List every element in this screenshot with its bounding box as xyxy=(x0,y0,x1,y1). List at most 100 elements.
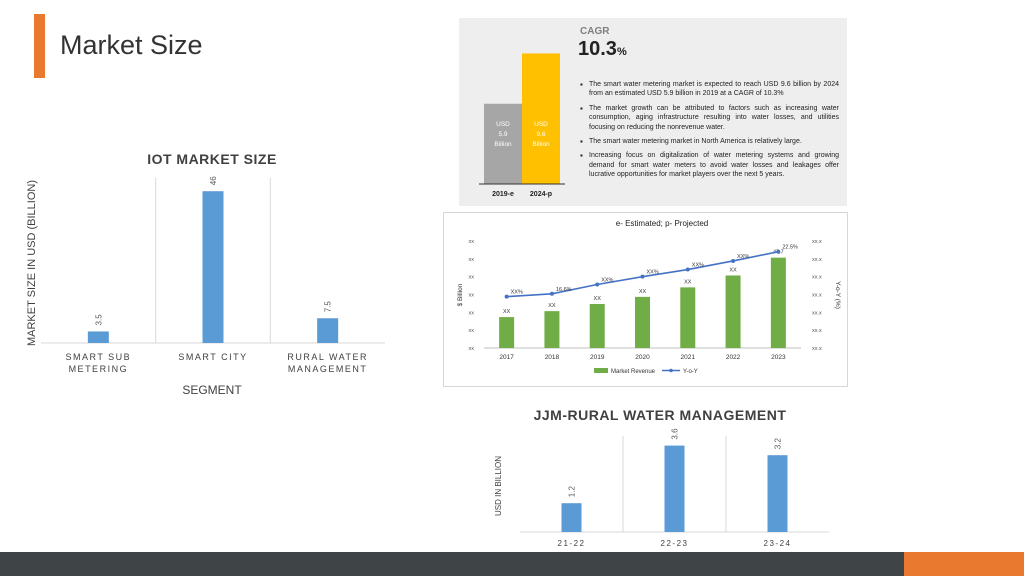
bar xyxy=(544,311,560,348)
bar xyxy=(680,287,696,348)
category-label: METERING xyxy=(69,364,129,374)
bar-data-label: XX xyxy=(594,296,602,302)
yoy-data-label: XX% xyxy=(511,290,523,296)
y2-tick-label: xx.x xyxy=(812,239,822,245)
bar xyxy=(484,103,522,184)
category-label: SMART CITY xyxy=(178,352,247,362)
category-label: 22-23 xyxy=(661,539,689,548)
legend-swatch-revenue xyxy=(594,368,608,373)
data-label: 3.5 xyxy=(94,314,103,326)
bar xyxy=(770,257,786,348)
cagr-bullet: Increasing focus on digitalization of wa… xyxy=(580,151,839,179)
data-label: 7.5 xyxy=(324,301,333,313)
market-projection-chart: e- Estimated; p- Projected xx xx xx xx xx xx xx… xyxy=(457,219,841,375)
y-tick-label: xx xyxy=(469,328,475,334)
cagr-bullet: The market growth can be attributed to f… xyxy=(580,104,839,132)
page-title: Market Size xyxy=(60,30,203,60)
cagr-bullet: The smart water metering market is expec… xyxy=(580,80,839,99)
x-tick-label: 2022 xyxy=(726,354,741,361)
bar-data-label: XX xyxy=(503,309,511,315)
category-label: 23-24 xyxy=(764,539,792,548)
yoy-point xyxy=(504,294,509,299)
x-tick-label: 2019 xyxy=(590,354,605,361)
y-axis-label: MARKET SIZE IN USD (BILLION) xyxy=(26,180,38,346)
bar xyxy=(664,445,685,532)
bar xyxy=(561,503,582,532)
projection-panel: e- Estimated; p- Projected xx xx xx xx xx xx xx… xyxy=(443,212,848,387)
bar xyxy=(317,318,339,343)
yoy-point xyxy=(776,249,781,254)
y2-tick-label: xx.x xyxy=(812,293,822,299)
bar xyxy=(767,455,788,532)
title-accent-bar xyxy=(34,14,45,78)
yoy-point xyxy=(549,291,554,296)
category-label: MANAGEMENT xyxy=(288,364,368,374)
yoy-data-label: 22.5% xyxy=(782,245,798,251)
y-axis-label: USD IN BILLION xyxy=(494,456,503,516)
footer-bar xyxy=(0,552,904,576)
bar-data-label: XX xyxy=(639,289,647,295)
y-tick-label: xx xyxy=(469,310,475,316)
bar xyxy=(725,275,741,348)
bar xyxy=(589,304,605,348)
data-label: 46 xyxy=(209,176,218,185)
yoy-point xyxy=(685,267,690,272)
y-tick-label: xx xyxy=(469,257,475,263)
bar xyxy=(202,191,224,343)
legend-label-revenue: Market Revenue xyxy=(611,369,656,375)
y-axis-label: $ Billion xyxy=(457,283,464,306)
yoy-data-label: 16.6% xyxy=(556,287,572,293)
chart-title: IOT MARKET SIZE xyxy=(147,151,277,167)
chart-title: e- Estimated; p- Projected xyxy=(616,219,708,228)
category-label: 21-22 xyxy=(558,539,586,548)
y2-axis-label: Y-o-Y (%) xyxy=(834,281,841,309)
bar-label: USD xyxy=(534,121,548,128)
bar xyxy=(87,331,109,343)
bar-label: 9.6 xyxy=(536,131,545,138)
category-label: 2019-e xyxy=(492,191,514,198)
yoy-data-label: XX% xyxy=(737,254,749,260)
y-tick-label: xx xyxy=(469,275,475,281)
x-axis-label: SEGMENT xyxy=(182,383,242,397)
bar-label: Billion xyxy=(494,141,512,148)
y2-tick-label: xx.x xyxy=(812,328,822,334)
y-tick-label: xx xyxy=(469,293,475,299)
y-tick-label: xx xyxy=(469,346,475,352)
bar-data-label: XX xyxy=(684,279,692,285)
x-tick-label: 2017 xyxy=(499,354,514,361)
cagr-bar-chart: USD 5.9 Billion 2019-e USD 9.6 Billion 2024-p xyxy=(479,53,565,198)
jjm-rural-water-chart: JJM-RURAL WATER MANAGEMENT 1.2 21-22 3.6 22-… xyxy=(494,407,829,548)
footer-accent xyxy=(904,552,1024,576)
yoy-point xyxy=(640,274,645,279)
cagr-bullet-list: The smart water metering market is expec… xyxy=(580,80,839,185)
x-tick-label: 2021 xyxy=(681,354,696,361)
x-tick-label: 2023 xyxy=(771,354,786,361)
data-label: 3.6 xyxy=(671,428,680,440)
bar-data-label: XX xyxy=(729,267,737,273)
chart-title: JJM-RURAL WATER MANAGEMENT xyxy=(534,407,787,423)
cagr-unit: % xyxy=(616,46,627,58)
iot-market-size-chart: IOT MARKET SIZE 3.5 SMART SUB METERING 46 SMA… xyxy=(26,151,385,397)
y2-tick-label: xx.x xyxy=(812,257,822,263)
data-label: 1.2 xyxy=(568,486,577,498)
y2-tick-label: xx.x xyxy=(812,346,822,352)
x-tick-label: 2018 xyxy=(545,354,560,361)
bar-label: 5.9 xyxy=(498,131,507,138)
category-label: 2024-p xyxy=(530,191,552,198)
y-tick-label: xx xyxy=(469,239,475,245)
cagr-label: CAGR xyxy=(580,26,610,37)
bar-data-label: XX xyxy=(548,303,556,309)
yoy-data-label: XX% xyxy=(692,263,704,269)
yoy-point xyxy=(595,282,600,287)
yoy-data-label: XX% xyxy=(647,270,659,276)
cagr-value: 10.3% xyxy=(578,38,627,61)
bar xyxy=(635,296,650,348)
y2-tick-label: xx.x xyxy=(812,310,822,316)
bar xyxy=(499,317,515,348)
data-label: 3.2 xyxy=(774,438,783,450)
x-tick-label: 2020 xyxy=(635,354,650,361)
y2-tick-label: xx.x xyxy=(812,275,822,281)
yoy-point xyxy=(731,258,736,263)
cagr-number: 10.3 xyxy=(578,38,617,60)
bar-label: Billion xyxy=(532,141,550,148)
